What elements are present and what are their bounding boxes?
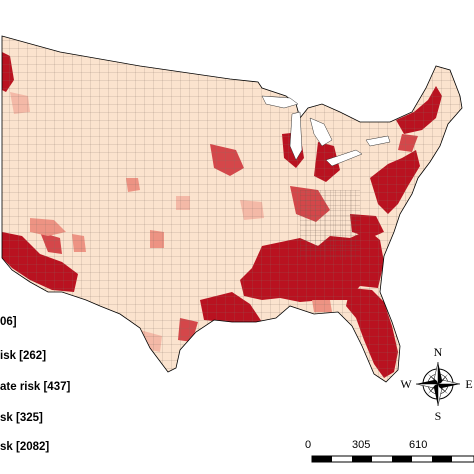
compass-needle-e xyxy=(438,384,460,388)
great-lakes xyxy=(261,95,391,167)
scale-bar-segment-1 xyxy=(312,456,332,462)
lake-huron xyxy=(309,117,333,147)
lake-superior xyxy=(261,95,299,109)
county-boundaries-dense xyxy=(300,190,360,260)
scale-bar-segment-5 xyxy=(392,456,412,462)
scale-label-0: 0 xyxy=(305,439,312,451)
legend-label-3: ate risk [437] xyxy=(0,381,71,393)
compass-needle-nw xyxy=(428,374,438,384)
compass-label-n: N xyxy=(434,345,443,359)
compass-needle-ne xyxy=(438,374,448,384)
scale-bar-segment-7 xyxy=(432,456,452,462)
scale-label-305: 305 xyxy=(352,439,371,451)
lake-ontario xyxy=(365,135,391,147)
compass-needle-se xyxy=(438,384,448,394)
lake-michigan xyxy=(289,111,303,161)
compass-needle-s xyxy=(434,384,438,406)
legend-label-5: sk [2082] xyxy=(0,441,50,453)
compass-label-s: S xyxy=(435,409,442,423)
legend-label-1: 06] xyxy=(0,316,17,328)
compass-label-e: E xyxy=(465,377,472,391)
lake-erie xyxy=(325,149,363,167)
scale-bar xyxy=(311,455,474,463)
scale-bar-segment-3 xyxy=(352,456,372,462)
compass-label-w: W xyxy=(400,377,412,391)
legend-label-4: sk [325] xyxy=(0,412,43,424)
compass-needle-sw xyxy=(428,384,438,394)
compass-needle-w xyxy=(416,380,438,384)
scale-label-610: 610 xyxy=(409,439,428,451)
compass-rose: N S E W xyxy=(400,345,472,423)
legend-label-2: isk [262] xyxy=(0,350,47,362)
compass-needle-n xyxy=(438,362,442,384)
